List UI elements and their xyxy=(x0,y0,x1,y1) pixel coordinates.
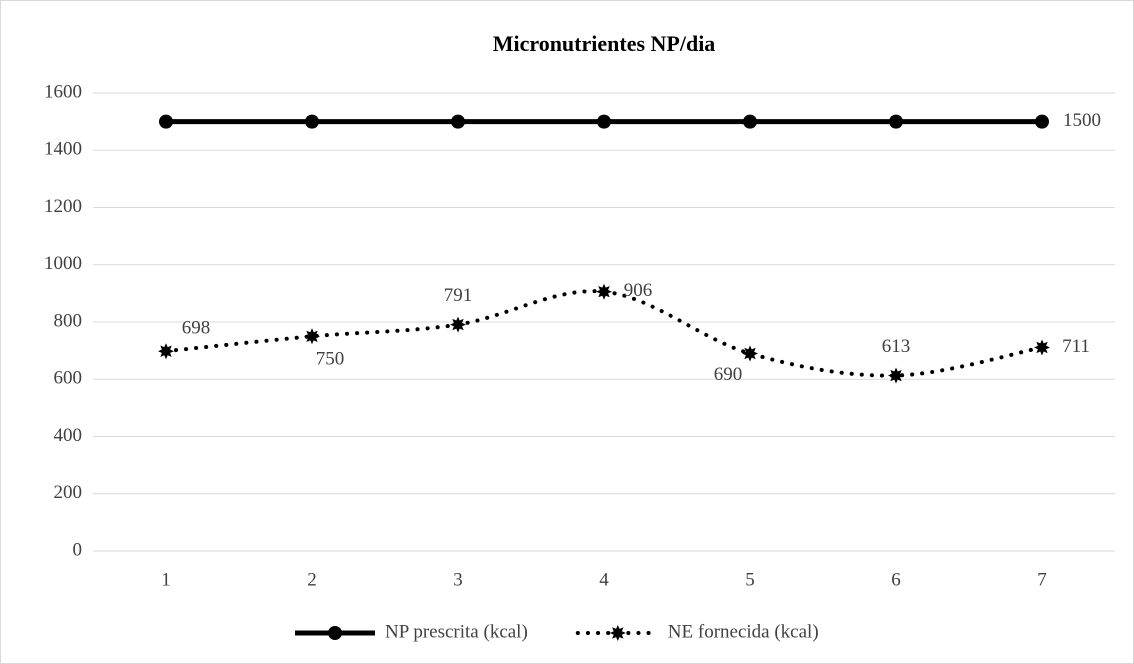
x-tick-label: 1 xyxy=(161,569,171,590)
y-tick-label: 400 xyxy=(54,425,83,446)
data-label: 791 xyxy=(444,285,473,306)
point xyxy=(158,343,174,360)
y-tick-label: 1000 xyxy=(44,253,82,274)
chart-title: Micronutrientes NP/dia xyxy=(493,31,716,56)
x-tick-label: 7 xyxy=(1037,569,1047,590)
point xyxy=(597,114,611,129)
y-tick-label: 1600 xyxy=(44,81,82,102)
point xyxy=(305,114,319,129)
point xyxy=(888,367,904,384)
y-tick-label: 0 xyxy=(73,539,83,560)
legend-label: NP prescrita (kcal) xyxy=(385,621,528,642)
point xyxy=(304,328,320,345)
point xyxy=(743,114,757,129)
point xyxy=(1035,114,1049,129)
y-tick-label: 800 xyxy=(54,310,83,331)
data-label: 690 xyxy=(714,364,743,385)
data-label: 906 xyxy=(624,280,653,301)
point xyxy=(596,283,612,300)
data-label: 711 xyxy=(1062,336,1090,357)
legend-marker xyxy=(328,626,342,640)
x-tick-label: 4 xyxy=(599,569,609,590)
point xyxy=(159,114,173,129)
data-label: 750 xyxy=(316,349,345,370)
point xyxy=(889,114,903,129)
data-label: 613 xyxy=(882,336,911,357)
legend-label: NE fornecida (kcal) xyxy=(668,621,819,642)
x-tick-label: 2 xyxy=(307,569,317,590)
point xyxy=(742,345,758,362)
point xyxy=(450,316,466,333)
point xyxy=(451,114,465,129)
y-tick-label: 1200 xyxy=(44,196,82,217)
legend-marker xyxy=(609,625,626,641)
data-label: 1500 xyxy=(1063,110,1101,131)
y-tick-label: 1400 xyxy=(44,139,82,160)
x-tick-label: 5 xyxy=(745,569,755,590)
y-tick-label: 200 xyxy=(54,482,83,503)
data-label: 698 xyxy=(182,318,211,339)
point xyxy=(1034,339,1050,356)
x-tick-label: 3 xyxy=(453,569,463,590)
x-tick-label: 6 xyxy=(891,569,901,590)
y-tick-label: 600 xyxy=(54,368,83,389)
